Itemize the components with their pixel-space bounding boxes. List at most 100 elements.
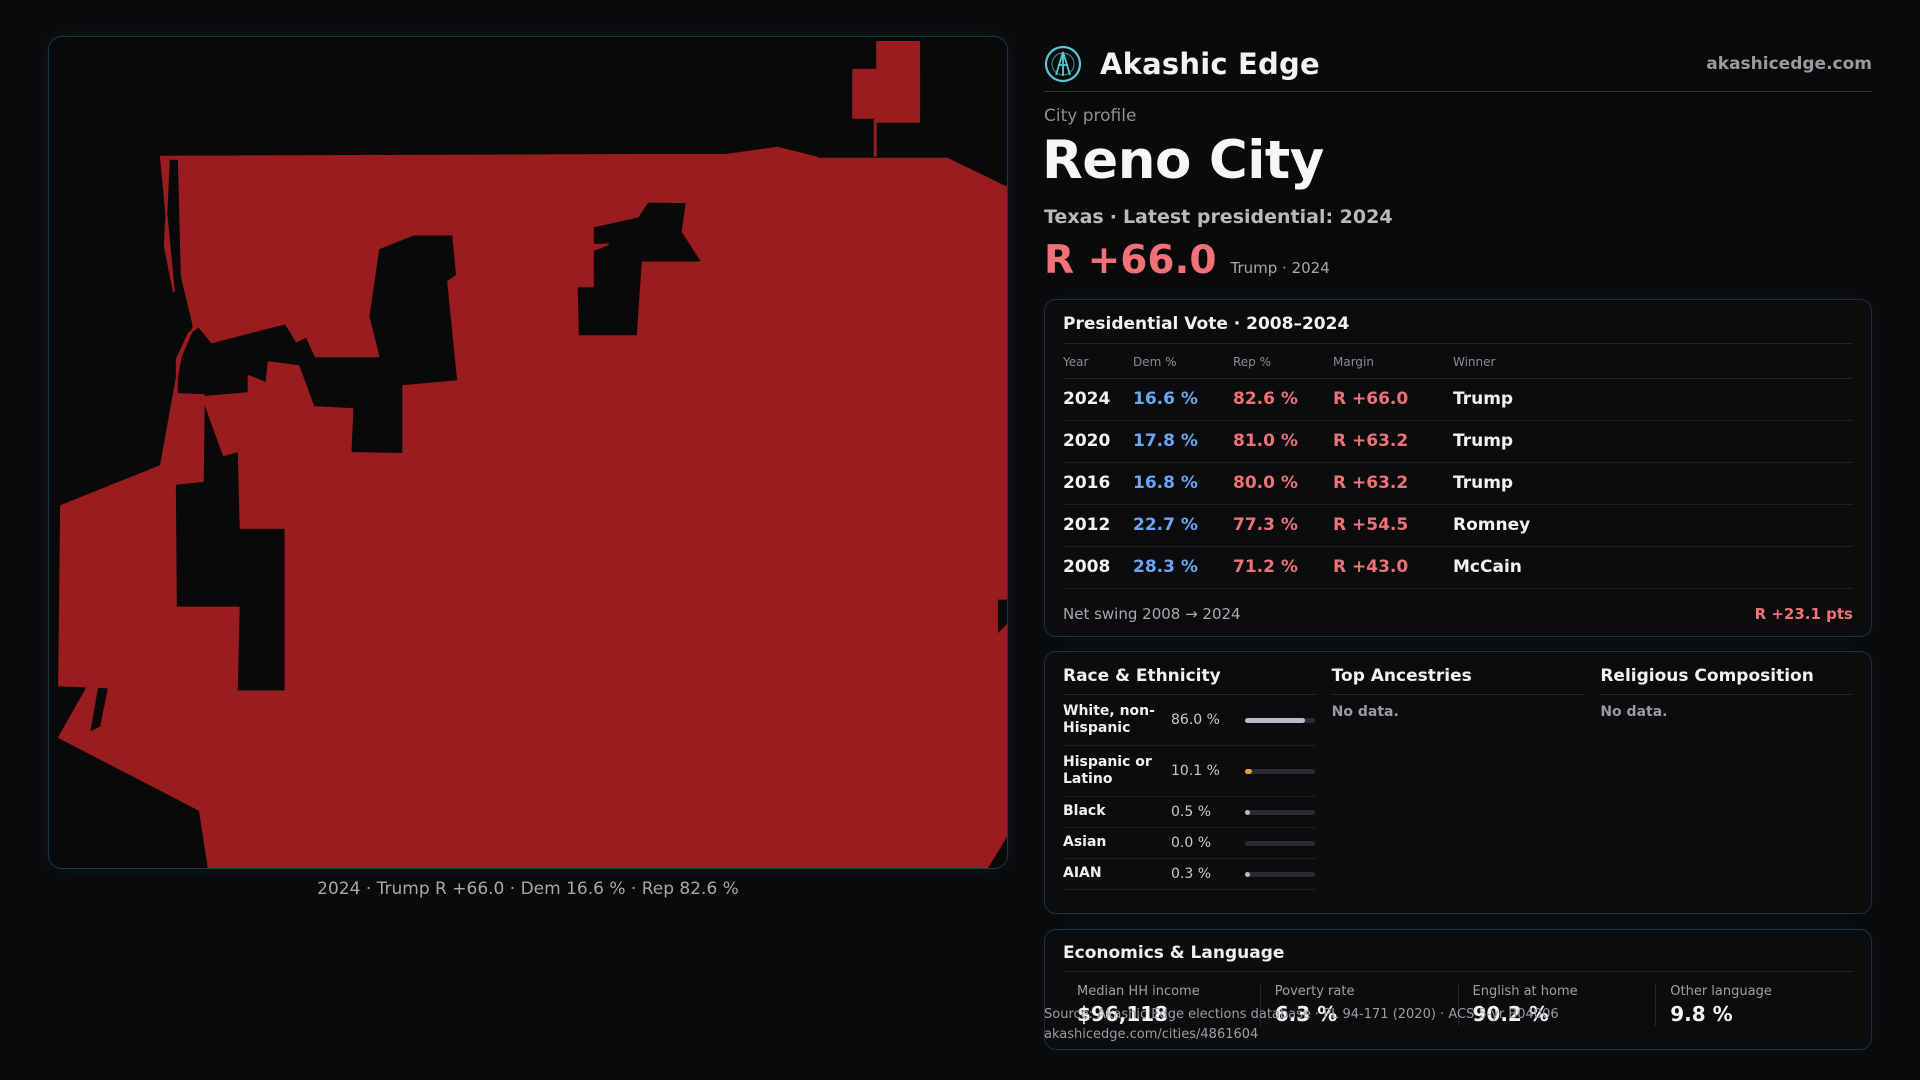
race-bar [1245,717,1315,723]
district-main [58,146,1007,868]
race-pct: 0.5 % [1171,804,1212,820]
map-svg [58,40,1007,868]
winner-cell: Trump [1453,378,1853,421]
winner-cell: Trump [1453,462,1853,505]
year-cell: 2012 [1063,504,1133,547]
race-row: Hispanic or Latino 10.1 % [1063,746,1316,797]
ancestries-title: Top Ancestries [1331,666,1585,695]
rep-cell: 71.2 % [1233,546,1333,589]
margin-cell: R +63.2 [1333,420,1453,463]
table-row: 2008 28.3 % 71.2 % R +43.0 McCain [1063,546,1853,589]
winner-cell: Trump [1453,420,1853,463]
city-subtitle: Texas · Latest presidential: 2024 [1044,206,1393,228]
table-row: 2024 16.6 % 82.6 % R +66.0 Trump [1063,378,1853,421]
race-label: AIAN [1063,865,1102,882]
econ-stat: English at home 90.2 % [1457,984,1656,1026]
econ-title: Economics & Language [1063,943,1853,972]
econ-value: 6.3 % [1274,1002,1338,1026]
margin-note: Trump · 2024 [1230,259,1330,277]
race-label: White, non-Hispanic [1063,702,1155,737]
page-title: Reno City [1042,130,1324,191]
brand-name: Akashic Edge [1100,46,1320,81]
race-pct: 86.0 % [1171,712,1220,728]
dem-cell: 22.7 % [1133,504,1233,547]
rep-cell: 80.0 % [1233,462,1333,505]
table-row: 2020 17.8 % 81.0 % R +63.2 Trump [1063,420,1853,463]
net-swing-label: Net swing 2008 → 2024 [1063,604,1241,623]
district-north-stub [852,68,921,119]
dem-cell: 16.8 % [1133,462,1233,505]
race-bar [1245,768,1315,774]
rep-cell: 81.0 % [1233,420,1333,463]
source-url[interactable]: akashicedge.com/cities/4861604 [1044,1027,1259,1043]
net-swing-value: R +23.1 pts [1754,604,1853,623]
race-label: Hispanic or Latino [1063,753,1152,788]
margin-cell: R +63.2 [1333,462,1453,505]
race-bar-fill [1245,768,1253,774]
race-pct: 10.1 % [1171,763,1220,779]
race-ethnicity-section: Race & Ethnicity White, non-Hispanic 86.… [1063,666,1316,899]
race-bar [1245,840,1315,846]
econ-value: 90.2 % [1472,1002,1549,1026]
winner-cell: McCain [1453,546,1853,589]
table-row: 2012 22.7 % 77.3 % R +54.5 Romney [1063,504,1853,547]
page-eyebrow: City profile [1044,106,1137,126]
vote-card-title: Presidential Vote · 2008–2024 [1063,314,1853,344]
vote-table: Year Dem % Rep % Margin Winner 2024 16.6… [1063,346,1853,589]
col-rep: Rep % [1233,346,1333,379]
rep-cell: 77.3 % [1233,504,1333,547]
margin-cell: R +54.5 [1333,504,1453,547]
headline-margin: R +66.0 Trump · 2024 [1044,238,1330,283]
race-pct: 0.3 % [1171,866,1212,882]
ancestries-section: Top Ancestries No data. [1331,666,1585,899]
margin-cell: R +43.0 [1333,546,1453,589]
presidential-vote-card: Presidential Vote · 2008–2024 Year Dem %… [1044,299,1872,637]
net-swing-row: Net swing 2008 → 2024 R +23.1 pts [1063,598,1853,623]
year-cell: 2020 [1063,420,1133,463]
race-bar [1245,809,1315,815]
year-cell: 2008 [1063,546,1133,589]
econ-value: 9.8 % [1670,1002,1733,1026]
demographics-card: Race & Ethnicity White, non-Hispanic 86.… [1044,651,1872,914]
brand-header: Akashic Edge akashicedge.com [1044,36,1872,92]
religion-title: Religious Composition [1600,666,1854,695]
race-bar-fill [1245,871,1250,877]
ancestries-empty: No data. [1331,704,1399,720]
year-cell: 2016 [1063,462,1133,505]
econ-stat: Poverty rate 6.3 % [1259,984,1458,1026]
econ-label: Other language [1670,984,1772,999]
econ-label: Median HH income [1077,984,1200,999]
race-pct: 0.0 % [1171,835,1212,851]
separator-dot: · [1109,206,1117,228]
rep-cell: 82.6 % [1233,378,1333,421]
econ-label: English at home [1472,984,1578,999]
race-title: Race & Ethnicity [1063,666,1316,695]
winner-cell: Romney [1453,504,1853,547]
dem-cell: 28.3 % [1133,546,1233,589]
margin-cell: R +66.0 [1333,378,1453,421]
econ-grid: Median HH income $96,118 Poverty rate 6.… [1063,984,1853,1026]
dem-cell: 17.8 % [1133,420,1233,463]
race-bar-fill [1245,717,1306,723]
brand[interactable]: Akashic Edge [1044,45,1320,83]
religion-empty: No data. [1600,704,1668,720]
precinct-shape-group [58,40,1007,868]
latest-election: Latest presidential: 2024 [1122,206,1393,228]
col-margin: Margin [1333,346,1453,379]
race-label: Black [1063,803,1106,820]
vote-table-header: Year Dem % Rep % Margin Winner [1063,346,1853,379]
race-row: Asian 0.0 % [1063,828,1316,859]
dem-cell: 16.6 % [1133,378,1233,421]
religion-section: Religious Composition No data. [1600,666,1854,899]
race-row: Black 0.5 % [1063,797,1316,828]
col-winner: Winner [1453,346,1853,379]
econ-stat: Median HH income $96,118 [1063,984,1260,1026]
econ-value: $96,118 [1077,1002,1169,1026]
economics-card: Economics & Language Median HH income $9… [1044,929,1872,1050]
state-name: Texas [1044,206,1104,228]
col-year: Year [1063,346,1133,379]
table-row: 2016 16.8 % 80.0 % R +63.2 Trump [1063,462,1853,505]
map-caption: 2024 · Trump R +66.0 · Dem 16.6 % · Rep … [317,879,739,899]
site-link[interactable]: akashicedge.com [1706,53,1872,74]
city-boundary-map[interactable] [48,36,1008,869]
